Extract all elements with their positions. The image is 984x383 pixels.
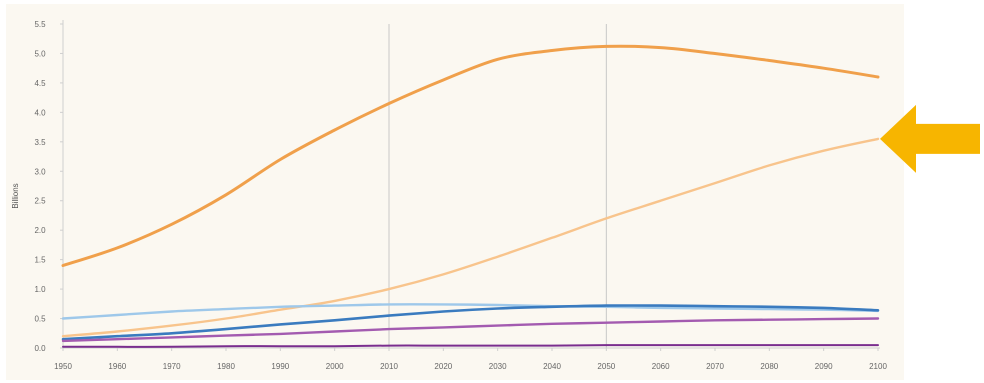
- y-tick-label: 0.5: [34, 315, 46, 324]
- x-tick-label: 2040: [543, 362, 561, 371]
- x-tick-label: 2080: [760, 362, 778, 371]
- y-tick-label: 5.0: [34, 49, 46, 58]
- axes: [62, 20, 880, 349]
- y-tick-label: 2.0: [34, 226, 46, 235]
- x-tick-label: 1960: [108, 362, 126, 371]
- x-tick-label: 2010: [380, 362, 398, 371]
- x-tick-label: 1990: [271, 362, 289, 371]
- y-tick-label: 4.0: [34, 108, 46, 117]
- y-axis-ticks: 0.0 0.5 1.0 1.5 2.0 2.5 3.0 3.5 4.0 4.5 5.0 5.5: [34, 20, 63, 353]
- x-tick-label: 2000: [326, 362, 344, 371]
- highlight-arrow-icon: [880, 104, 980, 173]
- x-tick-label: 1970: [163, 362, 181, 371]
- x-tick-label: 2060: [652, 362, 670, 371]
- x-tick-label: 2020: [434, 362, 452, 371]
- x-tick-label: 2030: [489, 362, 507, 371]
- x-tick-label: 2090: [815, 362, 833, 371]
- series-lines: [61, 44, 880, 348]
- series-line-5: [61, 317, 880, 343]
- y-tick-label: 1.5: [34, 256, 46, 265]
- x-tick-label: 2050: [597, 362, 615, 371]
- y-tick-label: 5.5: [34, 20, 46, 29]
- y-tick-label: 1.0: [34, 285, 46, 294]
- y-tick-label: 0.0: [34, 344, 46, 353]
- x-tick-label: 2070: [706, 362, 724, 371]
- series-line-4: [61, 304, 880, 341]
- series-line-1: [61, 44, 880, 267]
- series-line-2: [61, 137, 880, 338]
- y-axis-label: Billions: [11, 183, 20, 208]
- y-tick-label: 2.5: [34, 197, 46, 206]
- x-tick-label: 2100: [869, 362, 887, 371]
- x-tick-label: 1980: [217, 362, 235, 371]
- y-tick-label: 3.0: [34, 167, 46, 176]
- series-line-6: [62, 344, 879, 348]
- series-line-3: [61, 303, 880, 320]
- x-tick-label: 1950: [54, 362, 72, 371]
- x-axis-ticks: 1950 1960 1970 1980 1990 2000 2010 2020 2030 2040…: [54, 348, 887, 371]
- y-tick-label: 4.5: [34, 79, 46, 88]
- gridlines: [388, 24, 607, 348]
- y-tick-label: 3.5: [34, 138, 46, 147]
- plot-background: [6, 4, 904, 380]
